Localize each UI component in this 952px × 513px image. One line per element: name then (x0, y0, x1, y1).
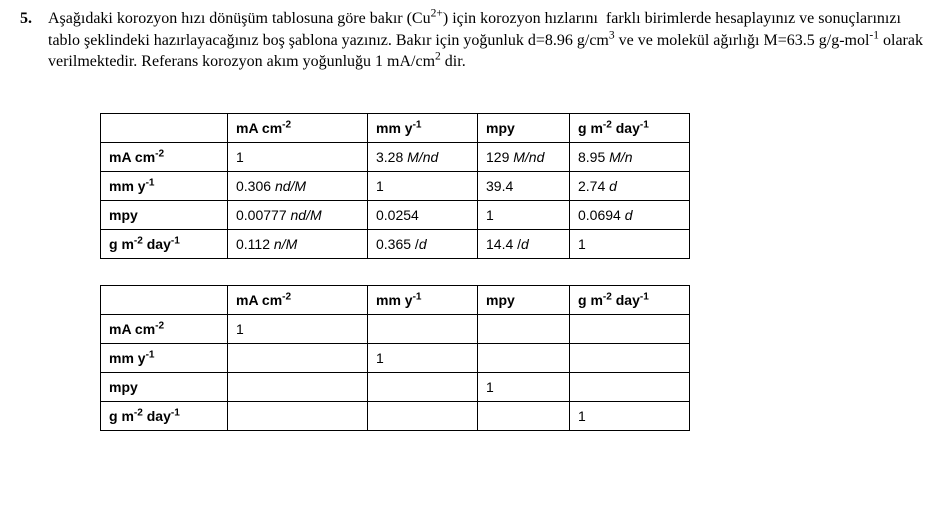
cell (570, 343, 690, 372)
cell (570, 372, 690, 401)
cell: 0.112 n/M (228, 229, 368, 258)
conversion-table: mA cm-2 mm y-1 mpy g m-2 day-1 mA cm-2 1… (100, 113, 690, 259)
cell: 0.0254 (368, 200, 478, 229)
table-row: mpy 1 (101, 372, 690, 401)
table-row: mA cm-2 1 (101, 314, 690, 343)
row-label: g m-2 day-1 (101, 401, 228, 430)
table-row: g m-2 day-1 0.112 n/M 0.365 /d 14.4 /d 1 (101, 229, 690, 258)
cell (478, 314, 570, 343)
cell: 2.74 d (570, 171, 690, 200)
row-label: mm y-1 (101, 171, 228, 200)
cell: 1 (478, 200, 570, 229)
header-blank (101, 285, 228, 314)
cell (368, 401, 478, 430)
cell (228, 401, 368, 430)
row-label: mA cm-2 (101, 142, 228, 171)
row-label: mpy (101, 372, 228, 401)
header-mm-y: mm y-1 (368, 113, 478, 142)
header-g-m2-day: g m-2 day-1 (570, 113, 690, 142)
cell: 1 (368, 171, 478, 200)
question-block: 5. Aşağıdaki korozyon hızı dönüşüm tablo… (20, 8, 924, 73)
cell: 0.00777 nd/M (228, 200, 368, 229)
blank-template-table: mA cm-2 mm y-1 mpy g m-2 day-1 mA cm-2 1… (100, 285, 690, 431)
cell: 1 (570, 401, 690, 430)
header-mm-y: mm y-1 (368, 285, 478, 314)
table-row: mpy 0.00777 nd/M 0.0254 1 0.0694 d (101, 200, 690, 229)
table-row: mm y-1 0.306 nd/M 1 39.4 2.74 d (101, 171, 690, 200)
cell (368, 314, 478, 343)
cell: 1 (478, 372, 570, 401)
header-mA-cm2: mA cm-2 (228, 285, 368, 314)
tables-container: mA cm-2 mm y-1 mpy g m-2 day-1 mA cm-2 1… (100, 113, 924, 431)
header-g-m2-day: g m-2 day-1 (570, 285, 690, 314)
cell: 0.306 nd/M (228, 171, 368, 200)
cell (478, 401, 570, 430)
cell: 14.4 /d (478, 229, 570, 258)
question-text: Aşağıdaki korozyon hızı dönüşüm tablosun… (48, 8, 924, 73)
table-header-row: mA cm-2 mm y-1 mpy g m-2 day-1 (101, 113, 690, 142)
cell: 1 (368, 343, 478, 372)
header-mA-cm2: mA cm-2 (228, 113, 368, 142)
cell: 39.4 (478, 171, 570, 200)
table-header-row: mA cm-2 mm y-1 mpy g m-2 day-1 (101, 285, 690, 314)
table-row: mA cm-2 1 3.28 M/nd 129 M/nd 8.95 M/n (101, 142, 690, 171)
cell (228, 372, 368, 401)
cell (570, 314, 690, 343)
cell (368, 372, 478, 401)
table-row: mm y-1 1 (101, 343, 690, 372)
cell: 0.365 /d (368, 229, 478, 258)
header-blank (101, 113, 228, 142)
question-number: 5. (20, 8, 48, 73)
header-mpy: mpy (478, 113, 570, 142)
row-label: g m-2 day-1 (101, 229, 228, 258)
cell: 1 (570, 229, 690, 258)
cell: 129 M/nd (478, 142, 570, 171)
header-mpy: mpy (478, 285, 570, 314)
cell: 1 (228, 314, 368, 343)
cell (478, 343, 570, 372)
cell: 0.0694 d (570, 200, 690, 229)
table-row: g m-2 day-1 1 (101, 401, 690, 430)
row-label: mpy (101, 200, 228, 229)
cell: 3.28 M/nd (368, 142, 478, 171)
row-label: mm y-1 (101, 343, 228, 372)
cell: 8.95 M/n (570, 142, 690, 171)
cell: 1 (228, 142, 368, 171)
row-label: mA cm-2 (101, 314, 228, 343)
cell (228, 343, 368, 372)
